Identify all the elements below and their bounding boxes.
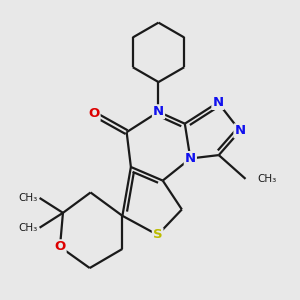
Text: CH₃: CH₃ (257, 174, 277, 184)
Text: O: O (54, 240, 66, 253)
Text: N: N (153, 105, 164, 118)
Text: O: O (88, 107, 100, 120)
Text: N: N (235, 124, 246, 137)
Text: CH₃: CH₃ (18, 223, 38, 233)
Text: N: N (185, 152, 196, 165)
Text: S: S (153, 228, 163, 242)
Text: CH₃: CH₃ (18, 193, 38, 203)
Text: N: N (212, 96, 224, 109)
